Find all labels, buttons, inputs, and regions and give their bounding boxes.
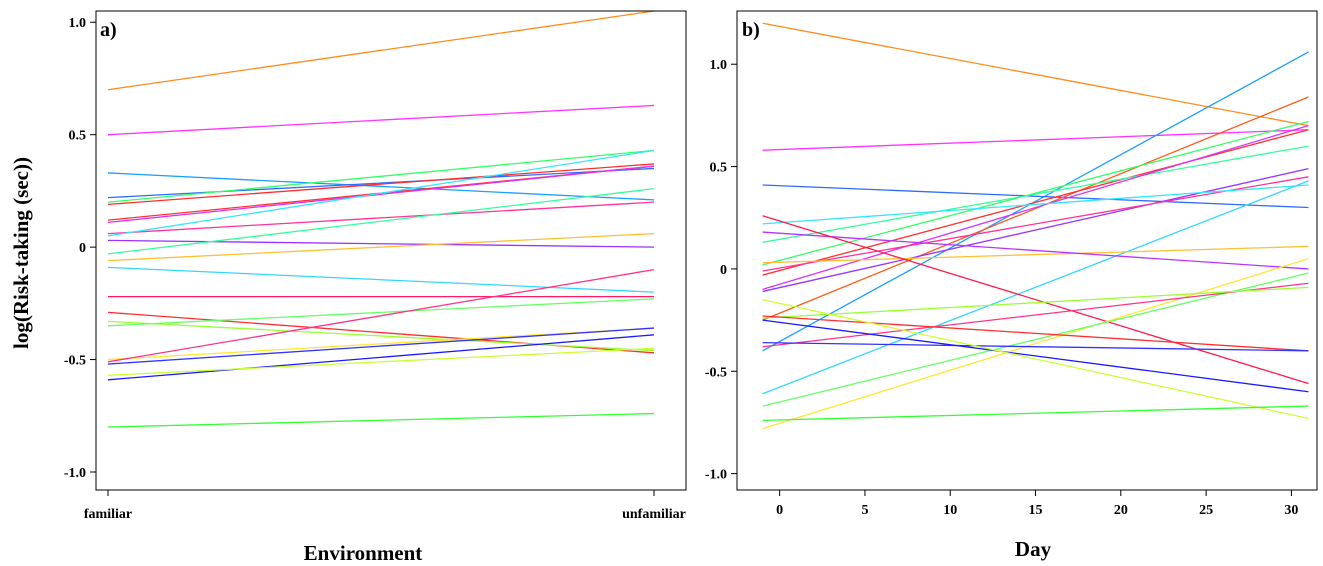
panel-a-series-line-9 [107, 201, 655, 235]
panel-b-y-tick-label: 0 [720, 263, 727, 278]
panel-b-y-axis: -1.0 -0.5 0 0.5 1.0 [705, 58, 737, 483]
panel-a-series-line-24 [107, 412, 655, 428]
panel-b-series-line-9 [762, 125, 1309, 291]
panel-b-x-axis: 0 5 10 15 20 25 30 [776, 490, 1298, 518]
panel-b-x-axis-title: Day [1015, 537, 1052, 561]
panel-b-x-tick-label: 20 [1114, 503, 1128, 518]
panel-b-series-line-14 [762, 245, 1309, 264]
panel-b-series-line-23 [762, 319, 1309, 393]
panel-b-y-tick-label: -0.5 [705, 365, 727, 380]
panel-b-series-line-12 [762, 184, 1309, 225]
panel-a-x-axis: familiar unfamiliar [84, 490, 686, 522]
panel-a-series-line-13 [107, 232, 655, 262]
panel-b-x-tick-label: 10 [943, 503, 957, 518]
panel-a-series-line-22 [107, 334, 655, 381]
panel-b: -1.0 -0.5 0 0.5 1.0 0 5 10 15 20 25 30 b) Day [705, 10, 1318, 561]
panel-b-series-line-19 [762, 282, 1309, 348]
panel-b-series-line-22 [762, 341, 1309, 352]
panel-a-label: a) [100, 19, 117, 41]
panel-a-y-tick-label: -1.0 [64, 466, 86, 481]
panel-b-series-line-7 [762, 129, 1309, 276]
y-axis-title: log(Risk-taking (sec)) [9, 157, 33, 349]
panel-b-x-tick-label: 0 [776, 503, 783, 518]
panel-b-series-line-10 [762, 167, 1309, 293]
panel-a-series-line-11 [107, 239, 655, 248]
panel-b-series-line-5 [762, 96, 1309, 321]
panel-b-series-line-18 [762, 272, 1309, 407]
panel-b-series-line-8 [762, 145, 1309, 243]
panel-b-series-line-1 [762, 22, 1309, 127]
panel-a-series-line-17 [107, 320, 655, 352]
panel-b-series-line-2 [762, 129, 1309, 151]
panel-b-series-group [762, 22, 1309, 430]
panel-b-series-line-4 [762, 184, 1309, 209]
panel-a-series-line-12 [107, 188, 655, 255]
panel-a-y-tick-label: 0.5 [69, 129, 87, 144]
panel-b-x-tick-label: 25 [1199, 503, 1213, 518]
panel-a-series-line-4 [107, 167, 655, 199]
panel-a-series-line-21 [107, 327, 655, 365]
panel-b-series-line-3 [762, 51, 1309, 352]
panel-a-series-line-8 [107, 165, 655, 224]
panel-a-series-line-20 [107, 268, 655, 363]
panel-a-y-tick-label: 1.0 [69, 16, 87, 31]
panel-a-series-line-3 [107, 172, 655, 201]
panel-b-series-line-25 [762, 405, 1309, 422]
panel-b-series-line-17 [762, 258, 1309, 430]
panel-a-frame [95, 10, 687, 491]
panel-b-x-tick-label: 5 [861, 503, 868, 518]
panel-a-series-line-1 [107, 11, 655, 91]
panel-b-series-line-11 [762, 176, 1309, 272]
panel-a-y-tick-label: 0 [79, 241, 86, 256]
panel-a-series-group [107, 11, 655, 428]
panel-a-y-axis: -1.0 -0.5 0 0.5 1.0 [64, 16, 96, 481]
panel-b-series-line-13 [762, 180, 1309, 395]
panel-b-series-line-24 [762, 298, 1309, 419]
panel-b-x-tick-label: 15 [1029, 503, 1043, 518]
panel-a: -1.0 -0.5 0 0.5 1.0 familiar unfamiliar a) En… [64, 10, 687, 565]
panel-a-y-tick-label: -0.5 [64, 354, 86, 369]
panel-b-y-tick-label: -1.0 [705, 468, 727, 483]
panel-a-x-axis-title: Environment [304, 541, 423, 565]
panel-b-label: b) [742, 19, 760, 41]
panel-b-series-line-16 [762, 215, 1309, 385]
panel-a-series-line-14 [107, 266, 655, 293]
panel-a-x-tick-label: familiar [84, 507, 132, 522]
panel-a-series-line-10 [107, 149, 655, 237]
panel-b-series-line-20 [762, 286, 1309, 319]
panel-a-x-tick-label: unfamiliar [622, 507, 686, 522]
panel-b-series-line-15 [762, 231, 1309, 270]
panel-b-x-tick-label: 30 [1284, 503, 1298, 518]
panel-b-y-tick-label: 1.0 [710, 58, 728, 73]
panel-a-series-line-23 [107, 347, 655, 376]
panel-a-series-line-5 [107, 149, 655, 203]
panel-b-series-line-21 [762, 315, 1309, 352]
panel-b-y-tick-label: 0.5 [710, 161, 728, 176]
panel-a-series-line-6 [107, 163, 655, 206]
panel-a-series-line-2 [107, 104, 655, 136]
panel-b-series-line-6 [762, 120, 1309, 266]
panel-a-series-line-18 [107, 298, 655, 327]
panel-a-series-line-19 [107, 327, 655, 361]
panel-b-frame [736, 10, 1318, 491]
